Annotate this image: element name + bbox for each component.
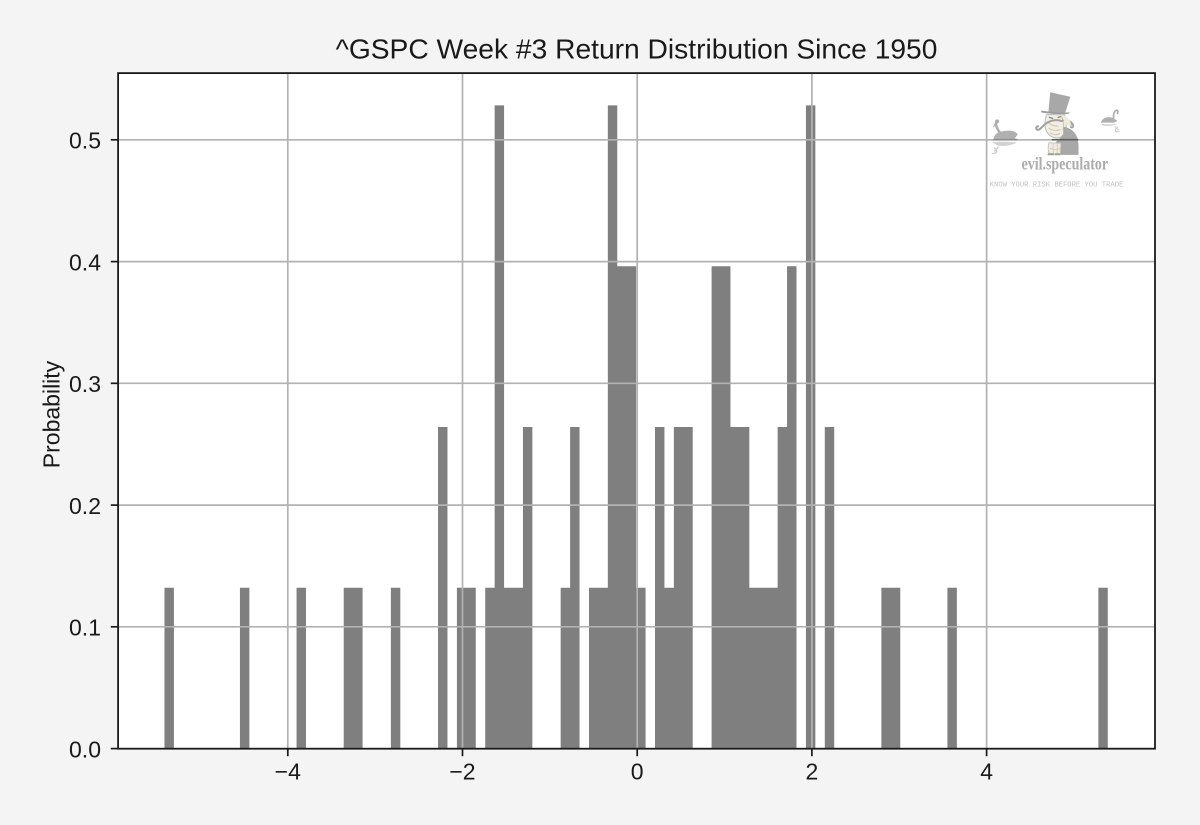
svg-text:−2: −2 [449,759,475,785]
svg-text:−4: −4 [275,759,301,785]
svg-text:0: 0 [631,759,644,785]
svg-text:0.1: 0.1 [69,615,101,641]
svg-text:0.5: 0.5 [69,128,101,154]
svg-text:0.2: 0.2 [69,493,101,519]
svg-text:0.0: 0.0 [69,736,101,762]
svg-text:KNOW YOUR RISK BEFORE YOU TRAD: KNOW YOUR RISK BEFORE YOU TRADE [990,182,1124,190]
svg-text:^GSPC Week #3 Return Distribut: ^GSPC Week #3 Return Distribution Since … [336,33,938,65]
svg-text:2: 2 [806,759,819,785]
svg-text:4: 4 [980,759,993,785]
svg-text:0.4: 0.4 [69,249,101,275]
svg-text:evil.speculator: evil.speculator [1021,155,1108,174]
svg-text:Probability: Probability [38,360,64,468]
svg-text:0.3: 0.3 [69,371,101,397]
